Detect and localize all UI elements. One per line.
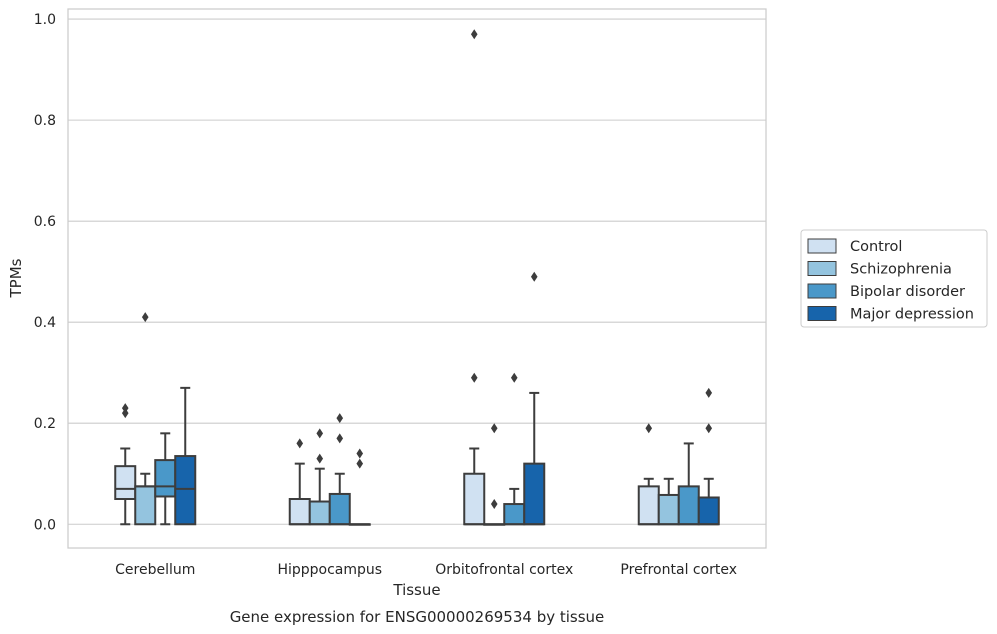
box-rect [174, 455, 197, 526]
y-axis-label: TPMs [7, 258, 25, 298]
outlier-point [470, 29, 478, 40]
legend-label: Schizophrenia [850, 262, 952, 278]
box-rect [328, 492, 351, 526]
box-rect [523, 462, 546, 526]
x-tick-label: Prefrontal cortex [620, 562, 737, 578]
y-tick-label: 0.2 [34, 416, 56, 432]
outlier-point [510, 372, 518, 383]
box-rect [154, 459, 177, 498]
outlier-point [121, 403, 129, 414]
outlier-point [645, 423, 653, 434]
outlier-point [141, 312, 149, 323]
outlier-point [336, 433, 344, 444]
x-tick-label: Orbitofrontal cortex [435, 562, 573, 578]
outlier-point [470, 372, 478, 383]
y-tick-label: 0.4 [34, 315, 56, 331]
outlier-point [356, 448, 364, 459]
outlier-point [316, 453, 324, 464]
legend-swatch [807, 261, 837, 276]
chart-title: Gene expression for ENSG00000269534 by t… [230, 608, 605, 626]
outlier-point [356, 458, 364, 469]
box-rect [697, 496, 720, 526]
outlier-point [316, 428, 324, 439]
box-rect [677, 485, 700, 526]
box-rect [114, 465, 137, 500]
box-rect [308, 500, 331, 526]
outlier-point [705, 423, 713, 434]
box-plot-area [114, 29, 720, 526]
y-tick-label: 0.0 [34, 517, 56, 533]
box-rect [134, 485, 157, 526]
plot-frame [67, 8, 767, 549]
y-axis-ticks: 0.0 0.2 0.4 0.6 0.8 1.0 [34, 12, 56, 533]
box-rect [463, 472, 486, 526]
outlier-point [490, 423, 498, 434]
outlier-point [490, 499, 498, 510]
outlier-point [121, 408, 129, 419]
legend-label: Major depression [850, 307, 974, 323]
outlier-point [705, 387, 713, 398]
legend-swatch [807, 306, 837, 321]
box-rect [637, 485, 660, 526]
outlier-point [296, 438, 304, 449]
legend-swatch [807, 238, 837, 254]
x-tick-label: Hipppocampus [277, 562, 382, 578]
box-rect [288, 498, 311, 526]
y-tick-label: 0.8 [34, 113, 56, 129]
outlier-point [530, 271, 538, 282]
x-tick-label: Cerebellum [115, 562, 195, 578]
box-rect [657, 493, 680, 526]
legend-label: Control [850, 239, 902, 255]
legend-label: Bipolar disorder [850, 284, 965, 300]
outlier-point [336, 413, 344, 424]
x-axis-label: Tissue [392, 581, 440, 599]
legend: Control Schizophrenia Bipolar disorder Majo… [800, 229, 988, 328]
box-rect [503, 503, 526, 526]
legend-swatch [807, 283, 837, 299]
y-tick-label: 0.6 [34, 214, 56, 230]
legend-frame [800, 229, 988, 328]
y-tick-label: 1.0 [34, 12, 56, 28]
grid-lines [68, 18, 766, 525]
x-axis-ticks: Cerebellum Hipppocampus Orbitofrontal cort… [115, 562, 737, 578]
